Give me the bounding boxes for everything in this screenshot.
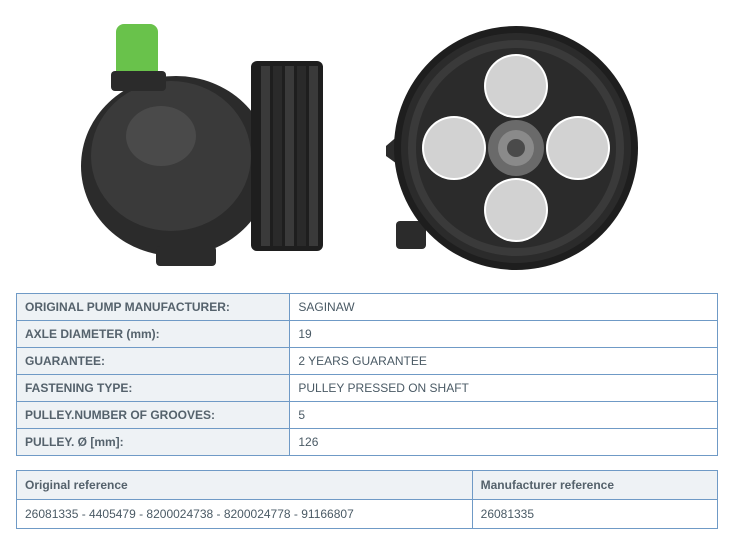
ref-header-manufacturer: Manufacturer reference: [472, 471, 717, 500]
spec-value: 19: [290, 321, 718, 348]
spec-label: PULLEY.NUMBER OF GROOVES:: [17, 402, 290, 429]
spec-row: PULLEY. Ø [mm]: 126: [17, 429, 718, 456]
spec-label: ORIGINAL PUMP MANUFACTURER:: [17, 294, 290, 321]
spec-label: GUARANTEE:: [17, 348, 290, 375]
spec-value: 5: [290, 402, 718, 429]
product-image-front: [366, 16, 656, 281]
spec-row: PULLEY.NUMBER OF GROOVES: 5: [17, 402, 718, 429]
spec-value: PULLEY PRESSED ON SHAFT: [290, 375, 718, 402]
ref-manufacturer: 26081335: [472, 500, 717, 529]
spec-label: FASTENING TYPE:: [17, 375, 290, 402]
product-image-side: [56, 16, 346, 281]
spec-value: 126: [290, 429, 718, 456]
spec-row: AXLE DIAMETER (mm): 19: [17, 321, 718, 348]
spec-value: SAGINAW: [290, 294, 718, 321]
spec-label: AXLE DIAMETER (mm):: [17, 321, 290, 348]
spec-value: 2 YEARS GUARANTEE: [290, 348, 718, 375]
product-images-row: [16, 16, 718, 281]
spec-table: ORIGINAL PUMP MANUFACTURER: SAGINAW AXLE…: [16, 293, 718, 456]
ref-header-original: Original reference: [17, 471, 473, 500]
ref-row: 26081335 - 4405479 - 8200024738 - 820002…: [17, 500, 718, 529]
spec-label: PULLEY. Ø [mm]:: [17, 429, 290, 456]
spec-row: ORIGINAL PUMP MANUFACTURER: SAGINAW: [17, 294, 718, 321]
spec-row: FASTENING TYPE: PULLEY PRESSED ON SHAFT: [17, 375, 718, 402]
ref-original: 26081335 - 4405479 - 8200024738 - 820002…: [17, 500, 473, 529]
reference-table: Original reference Manufacturer referenc…: [16, 470, 718, 529]
spec-row: GUARANTEE: 2 YEARS GUARANTEE: [17, 348, 718, 375]
